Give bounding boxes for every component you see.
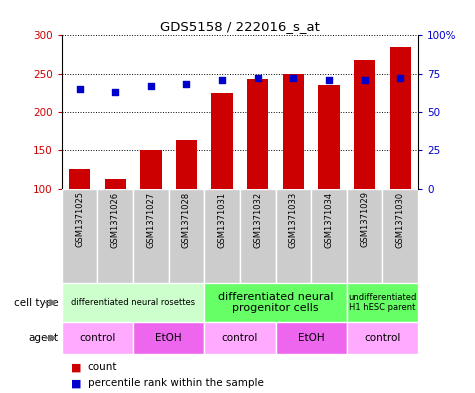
Text: percentile rank within the sample: percentile rank within the sample	[88, 378, 264, 388]
Bar	[62, 189, 97, 283]
Bar	[204, 189, 240, 283]
Text: EtOH: EtOH	[298, 333, 324, 343]
Text: control: control	[79, 333, 115, 343]
Text: EtOH: EtOH	[155, 333, 182, 343]
Text: GSM1371034: GSM1371034	[324, 191, 333, 248]
Point	[111, 89, 119, 95]
Text: count: count	[88, 362, 117, 373]
Bar	[62, 322, 133, 354]
Text: differentiated neural
progenitor cells: differentiated neural progenitor cells	[218, 292, 333, 313]
Bar	[240, 189, 276, 283]
Bar	[133, 189, 169, 283]
Bar	[276, 189, 311, 283]
Text: GSM1371030: GSM1371030	[396, 191, 405, 248]
Bar	[276, 322, 347, 354]
Bar	[204, 322, 276, 354]
Text: undifferentiated
H1 hESC parent: undifferentiated H1 hESC parent	[348, 293, 417, 312]
Point	[254, 75, 261, 81]
Bar	[347, 283, 418, 322]
Bar	[347, 322, 418, 354]
Bar	[204, 283, 347, 322]
Bar	[169, 189, 204, 283]
Point	[147, 83, 155, 89]
Bar	[62, 283, 204, 322]
Point	[325, 77, 332, 83]
Text: GSM1371031: GSM1371031	[218, 191, 227, 248]
Bar	[247, 79, 268, 189]
Text: differentiated neural rosettes: differentiated neural rosettes	[71, 298, 195, 307]
Text: ■: ■	[71, 378, 82, 388]
Bar	[104, 179, 126, 189]
Text: ■: ■	[71, 362, 82, 373]
Point	[218, 77, 226, 83]
Bar	[318, 85, 340, 189]
Bar	[97, 189, 133, 283]
Bar	[133, 322, 204, 354]
Text: GSM1371026: GSM1371026	[111, 191, 120, 248]
Bar	[354, 60, 375, 189]
Point	[76, 86, 84, 92]
Bar	[347, 189, 382, 283]
Bar	[311, 189, 347, 283]
Text: GSM1371027: GSM1371027	[146, 191, 155, 248]
Bar	[283, 74, 304, 189]
Bar	[69, 169, 90, 189]
Text: GSM1371028: GSM1371028	[182, 191, 191, 248]
Text: control: control	[364, 333, 400, 343]
Bar	[140, 150, 162, 189]
Bar	[382, 189, 418, 283]
Point	[396, 75, 404, 81]
Bar	[390, 47, 411, 189]
Text: GSM1371033: GSM1371033	[289, 191, 298, 248]
Text: GSM1371032: GSM1371032	[253, 191, 262, 248]
Text: control: control	[222, 333, 258, 343]
Text: GSM1371025: GSM1371025	[75, 191, 84, 248]
Text: agent: agent	[28, 333, 58, 343]
Bar	[211, 93, 233, 189]
Text: cell type: cell type	[14, 298, 58, 308]
Point	[182, 81, 190, 88]
Title: GDS5158 / 222016_s_at: GDS5158 / 222016_s_at	[160, 20, 320, 33]
Point	[361, 77, 369, 83]
Text: GSM1371029: GSM1371029	[360, 191, 369, 248]
Bar	[176, 140, 197, 189]
Point	[289, 75, 297, 81]
